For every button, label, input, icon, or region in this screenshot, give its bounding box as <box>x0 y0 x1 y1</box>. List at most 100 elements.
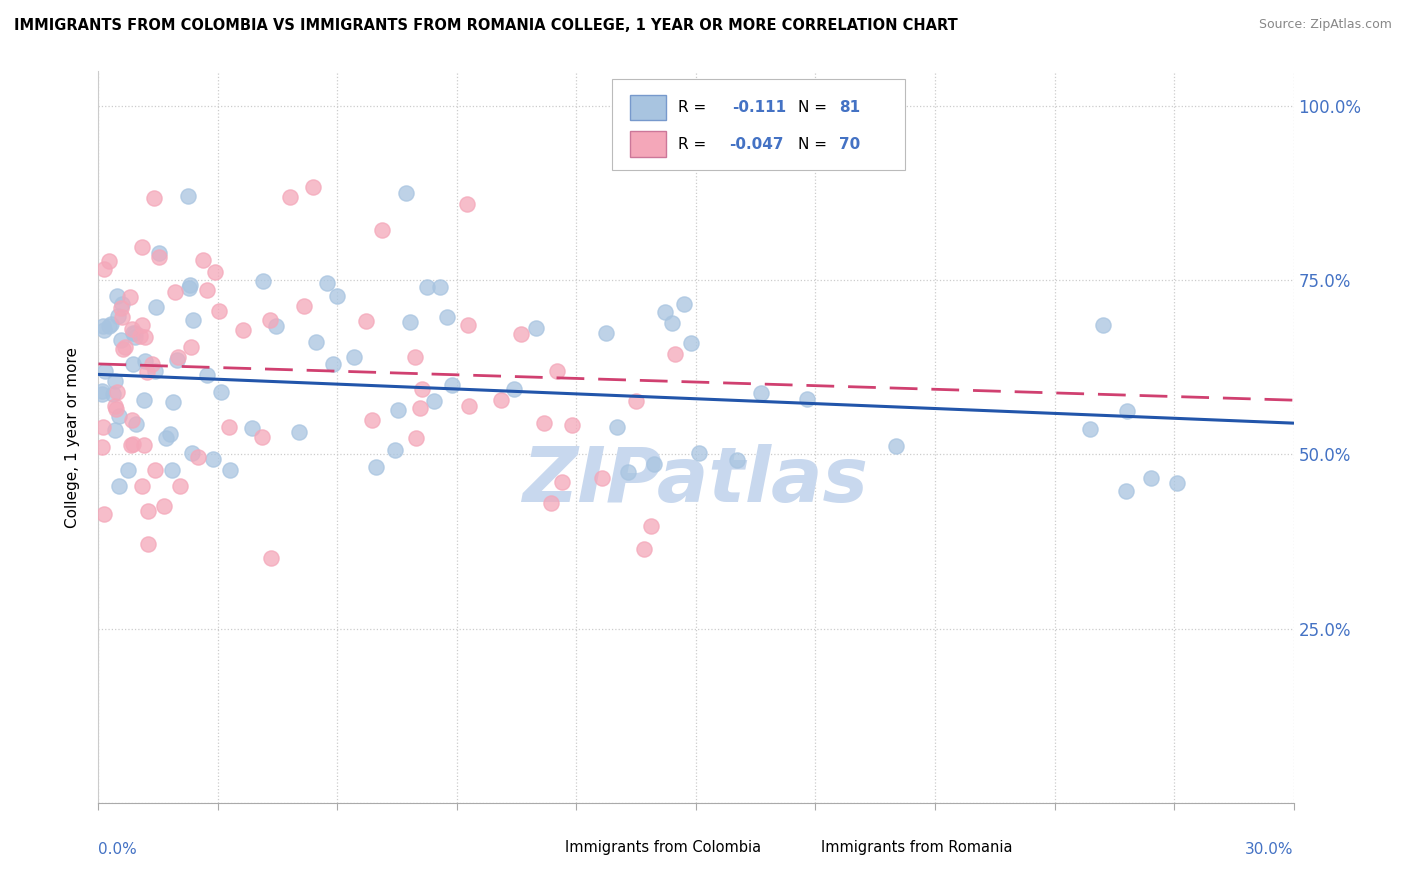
Point <box>1115 484 1137 499</box>
Point <box>111 297 134 311</box>
Text: Immigrants from Colombia: Immigrants from Colombia <box>565 840 761 855</box>
Point <box>533 416 555 430</box>
Point <box>280 190 302 204</box>
Point <box>160 463 183 477</box>
Point <box>661 316 683 330</box>
Point <box>118 290 141 304</box>
Text: 0.0%: 0.0% <box>98 842 138 856</box>
Point <box>110 301 132 315</box>
Point <box>429 279 451 293</box>
Point <box>688 445 710 459</box>
Point <box>148 245 170 260</box>
Point <box>169 479 191 493</box>
Point <box>354 314 377 328</box>
Point <box>141 357 163 371</box>
Point <box>1166 475 1188 490</box>
Point <box>165 285 187 299</box>
Text: -0.111: -0.111 <box>733 101 786 115</box>
Text: N =: N = <box>797 137 827 152</box>
Point <box>202 451 225 466</box>
Point <box>441 377 464 392</box>
Point <box>207 304 229 318</box>
Text: 70: 70 <box>839 137 860 152</box>
Point <box>456 196 478 211</box>
Point <box>416 280 439 294</box>
Point <box>91 387 114 401</box>
Point <box>97 318 120 333</box>
Point <box>132 437 155 451</box>
FancyBboxPatch shape <box>786 838 811 858</box>
Point <box>502 382 524 396</box>
Point <box>120 438 142 452</box>
Point <box>240 421 263 435</box>
Point <box>316 276 339 290</box>
Point <box>93 323 115 337</box>
Point <box>260 550 283 565</box>
Point <box>195 283 218 297</box>
Text: 81: 81 <box>839 101 860 115</box>
Point <box>193 252 215 267</box>
Point <box>180 340 202 354</box>
Point <box>124 417 146 432</box>
Point <box>343 350 366 364</box>
Point <box>110 310 132 324</box>
Point <box>252 274 274 288</box>
Point <box>404 351 426 365</box>
Point <box>640 519 662 533</box>
Point <box>398 315 420 329</box>
Point <box>121 322 143 336</box>
Point <box>107 479 129 493</box>
Point <box>250 429 273 443</box>
Point <box>232 323 254 337</box>
Text: R =: R = <box>678 101 706 115</box>
Point <box>591 471 613 485</box>
Text: N =: N = <box>797 101 827 115</box>
Point <box>134 353 156 368</box>
Point <box>1139 471 1161 485</box>
Point <box>131 318 153 332</box>
Point <box>131 240 153 254</box>
Point <box>107 309 129 323</box>
Point <box>94 364 117 378</box>
Point <box>104 374 127 388</box>
FancyBboxPatch shape <box>630 95 666 120</box>
Point <box>148 250 170 264</box>
Point <box>679 335 702 350</box>
Point <box>187 450 209 464</box>
Point <box>166 350 188 364</box>
Point <box>387 402 409 417</box>
Point <box>1078 422 1101 436</box>
Point <box>633 542 655 557</box>
Point <box>654 305 676 319</box>
Point <box>145 463 167 477</box>
Point <box>121 326 143 340</box>
Point <box>105 289 128 303</box>
FancyBboxPatch shape <box>529 838 555 858</box>
Point <box>540 496 562 510</box>
Point <box>326 288 349 302</box>
Text: -0.047: -0.047 <box>730 137 785 152</box>
Point <box>1091 318 1114 332</box>
Point <box>177 189 200 203</box>
Point <box>135 365 157 379</box>
Point <box>423 394 446 409</box>
Point <box>725 453 748 467</box>
Point <box>159 426 181 441</box>
Point <box>405 431 427 445</box>
Point <box>489 392 512 407</box>
FancyBboxPatch shape <box>630 131 666 157</box>
Point <box>107 409 129 423</box>
Point <box>546 363 568 377</box>
Point <box>111 343 134 357</box>
Point <box>606 420 628 434</box>
Point <box>91 440 114 454</box>
Point <box>209 385 232 400</box>
Point <box>110 333 132 347</box>
Point <box>551 475 574 490</box>
Point <box>104 402 127 417</box>
Point <box>124 330 146 344</box>
Text: IMMIGRANTS FROM COLOMBIA VS IMMIGRANTS FROM ROMANIA COLLEGE, 1 YEAR OR MORE CORR: IMMIGRANTS FROM COLOMBIA VS IMMIGRANTS F… <box>14 18 957 33</box>
Point <box>524 321 547 335</box>
Point <box>97 254 120 268</box>
Point <box>179 277 201 292</box>
